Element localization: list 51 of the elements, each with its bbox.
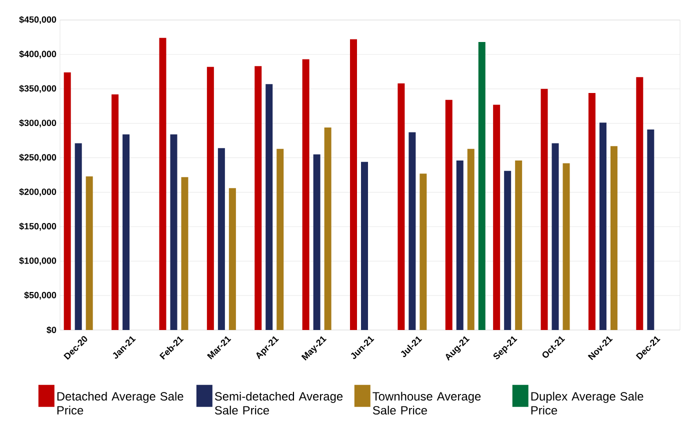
bar — [636, 77, 644, 330]
bar — [599, 122, 606, 330]
bar — [588, 93, 596, 330]
bar — [276, 148, 284, 330]
bar — [206, 66, 214, 330]
bar — [398, 83, 405, 330]
bar — [181, 177, 188, 330]
bar — [610, 146, 618, 330]
legend-label: Duplex Average Sale Price — [531, 392, 644, 415]
bar — [122, 134, 130, 330]
y-tick-label: $350,000 — [19, 84, 56, 93]
y-tick-label: $300,000 — [19, 119, 56, 128]
y-tick-label: $400,000 — [19, 50, 56, 58]
bar — [420, 174, 427, 330]
bar — [493, 104, 500, 330]
bar — [64, 72, 71, 330]
bar — [170, 134, 178, 330]
bar — [552, 143, 559, 330]
bar — [302, 59, 310, 330]
bar — [218, 148, 225, 330]
bar — [74, 143, 82, 330]
legend-label: Detached Average Sale Price — [57, 392, 184, 415]
bar — [408, 132, 416, 330]
y-tick-label: $150,000 — [19, 222, 56, 231]
bar — [361, 162, 368, 330]
bar — [562, 163, 570, 330]
bar — [313, 154, 320, 330]
legend-label: Semi-detached Average Sale Price — [214, 392, 343, 415]
bar — [324, 127, 332, 330]
bar — [86, 176, 93, 330]
bar — [540, 88, 548, 330]
bar — [445, 100, 452, 330]
bar — [504, 170, 512, 330]
bar — [159, 38, 166, 330]
bar — [456, 160, 464, 330]
bar — [266, 84, 273, 330]
bar — [254, 66, 262, 330]
y-tick-label: $0 — [46, 326, 56, 334]
bar — [478, 42, 486, 330]
y-tick-label: $200,000 — [19, 188, 56, 196]
y-tick-label: $450,000 — [19, 16, 56, 24]
bar — [515, 160, 522, 330]
bar — [112, 94, 119, 330]
legend-label: Townhouse Average Sale Price — [372, 392, 481, 415]
bar — [350, 39, 358, 330]
bar — [467, 148, 474, 330]
y-tick-label: $250,000 — [19, 154, 56, 162]
y-tick-label: $100,000 — [19, 257, 56, 266]
bar — [228, 188, 236, 330]
y-tick-label: $50,000 — [24, 292, 56, 300]
bar — [647, 130, 654, 330]
